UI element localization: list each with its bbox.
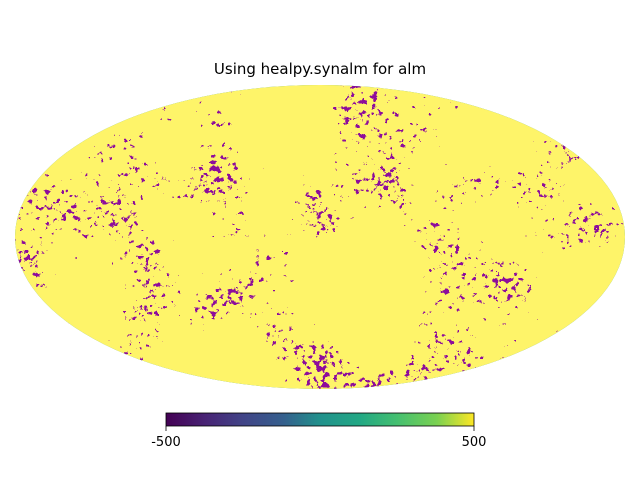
colorbar-gradient: [165, 412, 475, 427]
map-texture: [15, 85, 625, 389]
colorbar: -500 500: [151, 412, 487, 450]
chart-title: Using healpy.synalm for alm: [214, 60, 426, 78]
colorbar-min-label: -500: [151, 435, 181, 450]
mollweide-sky-map: [15, 85, 625, 389]
colorbar-max-label: 500: [462, 435, 487, 450]
